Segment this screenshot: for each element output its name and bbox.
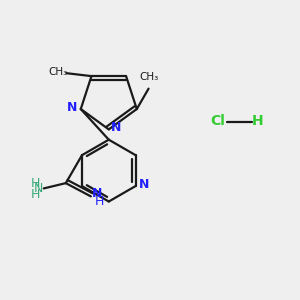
Text: N: N	[111, 122, 121, 134]
Text: CH₃: CH₃	[48, 67, 67, 77]
Text: Cl: Cl	[210, 114, 225, 128]
Text: N: N	[67, 101, 78, 114]
Text: N: N	[92, 187, 102, 200]
Text: N: N	[34, 182, 43, 195]
Text: N: N	[139, 178, 149, 191]
Text: H: H	[31, 188, 40, 201]
Text: CH₃: CH₃	[139, 72, 158, 82]
Text: H: H	[95, 195, 104, 208]
Text: H: H	[252, 114, 263, 128]
Text: H: H	[31, 177, 40, 190]
